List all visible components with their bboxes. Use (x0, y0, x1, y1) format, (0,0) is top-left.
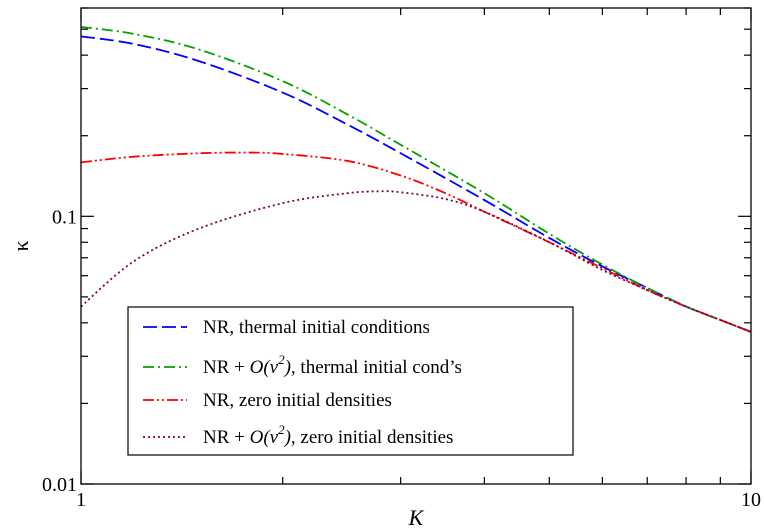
tick-label-layer: 1 10 0.01 0.1 (42, 206, 761, 511)
x-tick-label: 10 (741, 489, 761, 511)
y-tick-label: 0.1 (52, 206, 77, 228)
series-line-2 (80, 25, 752, 333)
legend-box (127, 306, 574, 456)
legend-text-close: ), (284, 357, 296, 378)
x-tick-label: 1 (76, 489, 86, 511)
y-axis-label: κ (8, 240, 33, 251)
series-line-4 (80, 190, 752, 333)
legend-text-suffix: thermal initial cond’s (296, 357, 462, 378)
legend-label-2: NR + O(v2), thermal initial cond’s (203, 352, 462, 378)
legend-text-italic: O(v (250, 357, 279, 378)
y-tick-label: 0.01 (42, 474, 77, 496)
legend-label-1: NR, thermal initial conditions (203, 317, 430, 338)
series-layer (80, 25, 752, 333)
legend-label-4: NR + O(v2), zero initial densities (203, 422, 453, 448)
series-line-3 (80, 151, 752, 333)
legend-text-prefix: NR + (203, 427, 250, 448)
legend-label-3: NR, zero initial densities (203, 390, 392, 411)
legend-text-italic: O(v (250, 427, 279, 448)
legend-text-suffix: zero initial densities (296, 427, 454, 448)
legend-text-superscript: 2 (278, 352, 285, 367)
legend-text-close: ), (284, 427, 296, 448)
x-axis-label: K (408, 505, 425, 530)
legend-text-superscript: 2 (278, 422, 285, 437)
legend-text-prefix: NR + (203, 357, 250, 378)
legend-text-prefix: NR, thermal initial conditions (203, 317, 430, 338)
plot-frame (80, 7, 752, 485)
series-line-1 (80, 35, 752, 333)
legend-text-prefix: NR, zero initial densities (203, 390, 392, 411)
